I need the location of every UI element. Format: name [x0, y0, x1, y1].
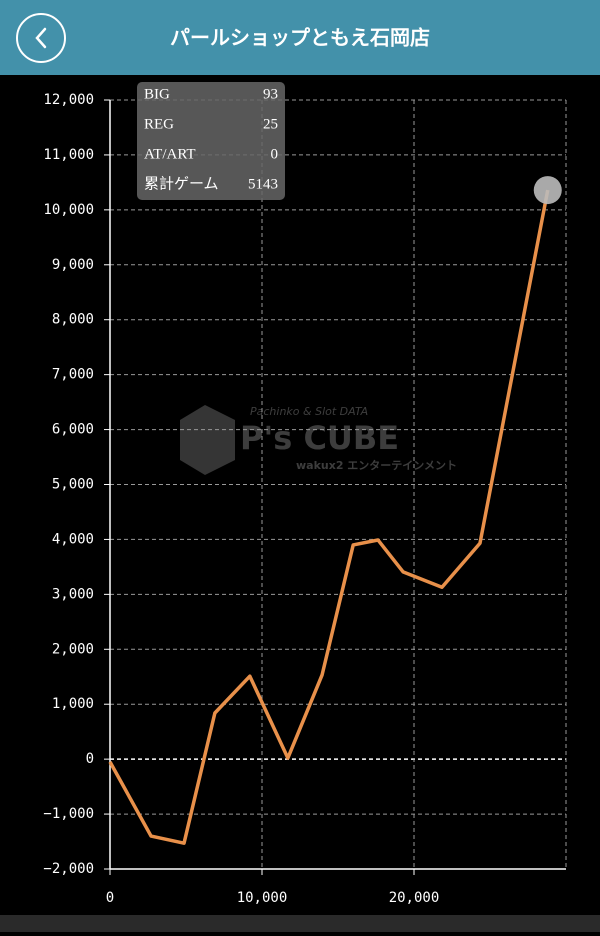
y-tick-label: 2,000: [52, 641, 94, 657]
y-tick-label: 1,000: [52, 696, 94, 712]
back-button[interactable]: [16, 13, 66, 63]
footer-strip: [0, 915, 600, 932]
y-tick-label: 10,000: [43, 202, 94, 218]
stat-value: 93: [263, 86, 278, 102]
stats-box: [137, 82, 285, 200]
y-tick-label: 12,000: [43, 92, 94, 108]
x-tick-label: 0: [106, 890, 114, 906]
watermark: Pachinko & Slot DATA P's CUBE wakux2 エンタ…: [180, 405, 457, 475]
header-bar: [0, 0, 600, 75]
x-tick-label: 20,000: [389, 890, 440, 906]
watermark-tagline: Pachinko & Slot DATA: [250, 405, 368, 418]
stat-value: 0: [271, 146, 279, 162]
x-tick-label: 10,000: [237, 890, 288, 906]
stat-label: REG: [144, 116, 174, 132]
header-title: パールショップともえ石岡店: [170, 26, 430, 50]
watermark-company: wakux2 エンターテインメント: [296, 459, 457, 472]
y-tick-label: 5,000: [52, 477, 94, 493]
y-tick-label: 3,000: [52, 586, 94, 602]
line-series: [108, 189, 550, 845]
y-tick-label: 11,000: [43, 147, 94, 163]
y-tick-label: 6,000: [52, 422, 94, 438]
chart-bg: [0, 75, 600, 915]
watermark-brand: P's CUBE: [240, 419, 399, 457]
y-tick-label: 8,000: [52, 312, 94, 328]
y-tick-label: 9,000: [52, 257, 94, 273]
y-tick-label: 4,000: [52, 531, 94, 547]
y-tick-label: 0: [86, 751, 94, 767]
stat-label: BIG: [144, 86, 170, 102]
y-tick-label: 7,000: [52, 367, 94, 383]
end-point: [533, 176, 562, 205]
stat-label: AT/ART: [144, 146, 196, 162]
y-tick-label: −2,000: [43, 861, 94, 877]
stat-label: 累計ゲーム: [144, 175, 219, 192]
stat-value: 25: [263, 116, 278, 132]
y-tick-label: −1,000: [43, 806, 94, 822]
stat-value: 5143: [248, 176, 278, 192]
